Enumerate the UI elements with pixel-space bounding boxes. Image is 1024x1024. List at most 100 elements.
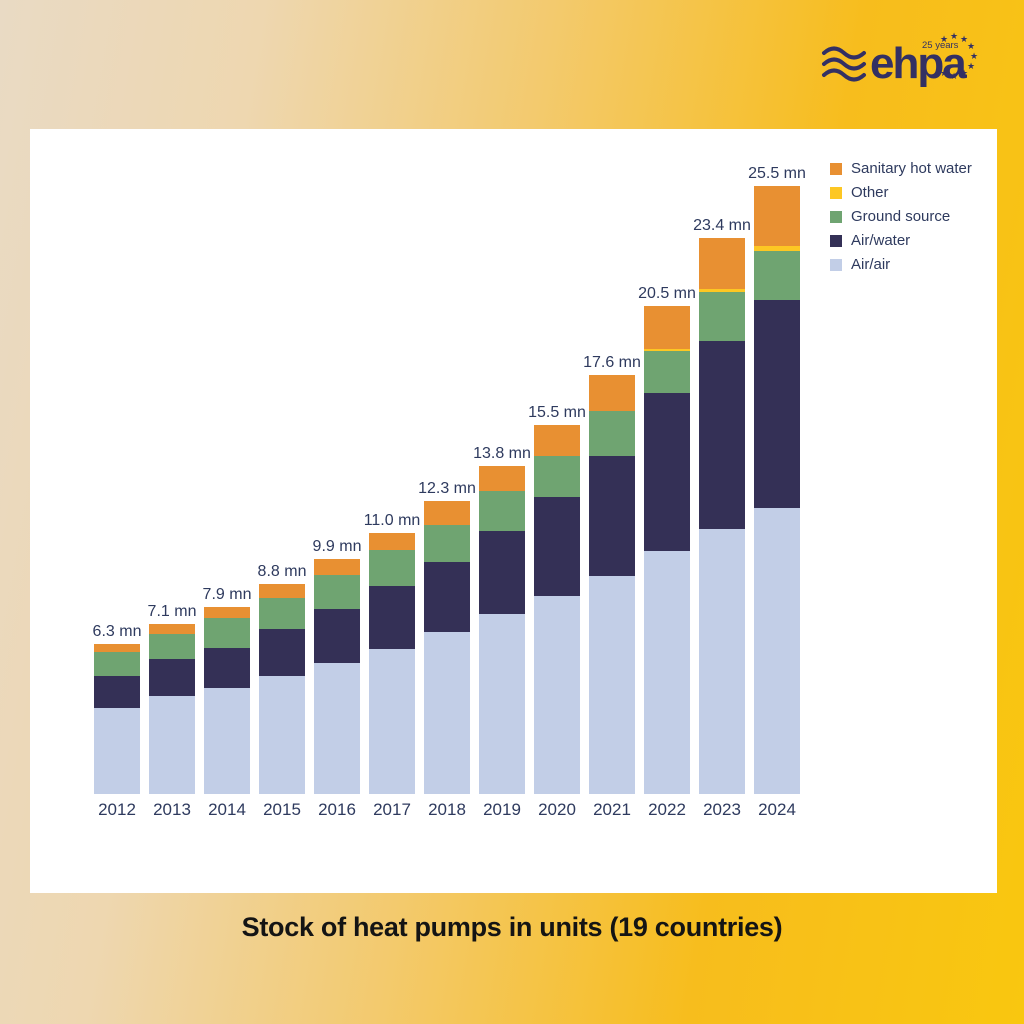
bar-segment-air_air bbox=[589, 576, 635, 794]
bar-segment-air_water bbox=[479, 531, 525, 614]
bar-segment-air_air bbox=[259, 676, 305, 794]
bar-stack bbox=[204, 607, 250, 794]
bar-column-2016: 9.9 mn 2016 bbox=[312, 538, 362, 819]
bar-segment-ground_source bbox=[699, 292, 745, 341]
bar-segment-sanitary_hot_water bbox=[369, 533, 415, 550]
x-axis-label: 2023 bbox=[703, 800, 741, 819]
bar-segment-air_air bbox=[94, 708, 140, 794]
bar-segment-air_water bbox=[259, 629, 305, 676]
bar-segment-sanitary_hot_water bbox=[699, 238, 745, 289]
bar-segment-sanitary_hot_water bbox=[149, 624, 195, 634]
x-axis-label: 2013 bbox=[153, 800, 191, 819]
bar-segment-ground_source bbox=[424, 525, 470, 562]
bar-segment-other bbox=[699, 289, 745, 292]
bar-segment-air_air bbox=[644, 551, 690, 794]
bar-total-label: 9.9 mn bbox=[312, 538, 362, 555]
x-axis-label: 2016 bbox=[318, 800, 356, 819]
bar-column-2019: 13.8 mn 2019 bbox=[473, 446, 531, 819]
bar-segment-ground_source bbox=[204, 618, 250, 648]
bar-segment-sanitary_hot_water bbox=[94, 644, 140, 652]
bar-total-label: 6.3 mn bbox=[92, 623, 142, 640]
legend-swatch-other bbox=[830, 186, 842, 199]
bar-segment-sanitary_hot_water bbox=[534, 425, 580, 456]
bar-column-2017: 11.0 mn 2017 bbox=[364, 513, 421, 819]
bar-column-2013: 7.1 mn 2013 bbox=[148, 604, 197, 819]
bar-segment-air_water bbox=[589, 456, 635, 576]
bar-total-label: 23.4 mn bbox=[693, 217, 751, 234]
legend-item-air_air: Air/air bbox=[830, 257, 972, 272]
bar-segment-air_air bbox=[424, 632, 470, 794]
bar-segment-ground_source bbox=[314, 575, 360, 609]
bar-segment-air_air bbox=[479, 614, 525, 794]
legend-item-ground_source: Ground source bbox=[830, 209, 972, 224]
svg-text:★: ★ bbox=[950, 31, 958, 41]
bar-column-2018: 12.3 mn 2018 bbox=[418, 481, 476, 819]
bar-segment-air_air bbox=[754, 508, 800, 794]
bar-total-label: 17.6 mn bbox=[583, 354, 641, 371]
bar-column-2014: 7.9 mn 2014 bbox=[203, 587, 252, 819]
bar-stack bbox=[94, 644, 140, 794]
bar-segment-ground_source bbox=[259, 598, 305, 629]
bar-stack bbox=[149, 624, 195, 794]
bar-column-2012: 6.3 mn 2012 bbox=[92, 623, 142, 819]
bar-segment-ground_source bbox=[534, 456, 580, 497]
bar-segment-air_water bbox=[754, 300, 800, 508]
logo-anniversary-text: 25 years bbox=[922, 40, 959, 51]
bar-segment-air_air bbox=[314, 663, 360, 794]
bar-segment-air_water bbox=[424, 562, 470, 632]
bar-segment-air_air bbox=[534, 596, 580, 794]
bar-segment-sanitary_hot_water bbox=[424, 501, 470, 525]
bar-segment-air_air bbox=[699, 529, 745, 794]
bar-stack bbox=[479, 466, 525, 794]
svg-text:★: ★ bbox=[960, 34, 968, 44]
bar-segment-other bbox=[644, 349, 690, 351]
bar-column-2024: 25.5 mn 2024 bbox=[748, 166, 806, 819]
bar-segment-sanitary_hot_water bbox=[754, 186, 800, 246]
bar-total-label: 15.5 mn bbox=[528, 404, 586, 421]
bar-segment-ground_source bbox=[369, 550, 415, 586]
bar-total-label: 11.0 mn bbox=[363, 512, 421, 529]
bar-segment-ground_source bbox=[479, 491, 525, 531]
x-axis-label: 2015 bbox=[263, 800, 301, 819]
bar-segment-sanitary_hot_water bbox=[589, 375, 635, 411]
ehpa-logo: ehpa 25 years ★ ★ ★ ★ ★ ★ ★ ★ ★ bbox=[822, 31, 978, 88]
logo-wordmark: ehpa bbox=[870, 39, 967, 88]
legend-item-air_water: Air/water bbox=[830, 233, 972, 248]
bar-segment-sanitary_hot_water bbox=[259, 584, 305, 598]
legend-label: Sanitary hot water bbox=[851, 160, 972, 177]
svg-text:★: ★ bbox=[950, 71, 958, 81]
bar-stack bbox=[754, 186, 800, 794]
bar-segment-ground_source bbox=[644, 351, 690, 393]
bar-segment-sanitary_hot_water bbox=[479, 466, 525, 491]
bar-column-2020: 15.5 mn 2020 bbox=[528, 405, 586, 819]
bar-segment-air_air bbox=[149, 696, 195, 794]
bar-segment-ground_source bbox=[589, 411, 635, 456]
waves-icon bbox=[822, 46, 866, 82]
bar-segment-air_water bbox=[149, 659, 195, 696]
x-axis-label: 2019 bbox=[483, 800, 521, 819]
legend-swatch-air_air bbox=[830, 258, 842, 271]
chart-card: 6.3 mn 2012 7.1 mn 2013 7.9 mn 2014 8.8 mn 2015… bbox=[30, 129, 997, 893]
bar-column-2023: 23.4 mn 2023 bbox=[693, 218, 751, 819]
x-axis-label: 2017 bbox=[373, 800, 411, 819]
bar-total-label: 20.5 mn bbox=[638, 285, 696, 302]
bar-segment-air_water bbox=[204, 648, 250, 688]
bar-segment-ground_source bbox=[94, 652, 140, 676]
bar-total-label: 8.8 mn bbox=[257, 563, 307, 580]
bar-stack bbox=[534, 425, 580, 794]
bar-stack bbox=[644, 306, 690, 794]
bar-stack bbox=[699, 238, 745, 794]
bar-stack bbox=[259, 584, 305, 794]
svg-text:★: ★ bbox=[970, 51, 978, 61]
bar-segment-ground_source bbox=[149, 634, 195, 659]
legend-label: Air/water bbox=[851, 232, 911, 249]
stars-icon: ★ ★ ★ ★ ★ ★ ★ ★ ★ bbox=[940, 31, 978, 81]
x-axis-label: 2014 bbox=[208, 800, 246, 819]
bar-segment-air_water bbox=[644, 393, 690, 551]
bar-segment-air_water bbox=[699, 341, 745, 529]
bar-segment-air_water bbox=[94, 676, 140, 708]
legend-swatch-sanitary_hot_water bbox=[830, 162, 842, 175]
legend-label: Other bbox=[851, 184, 889, 201]
svg-text:★: ★ bbox=[940, 68, 948, 78]
